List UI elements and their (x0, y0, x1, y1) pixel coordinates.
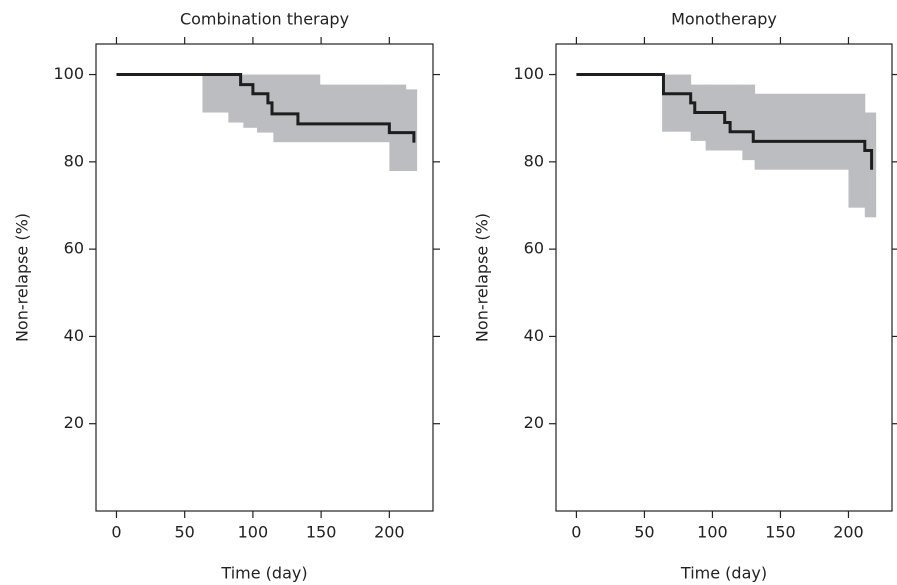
y-tick-label: 20 (64, 413, 84, 432)
confidence-band (202, 74, 229, 113)
confidence-band (243, 74, 258, 128)
x-tick-label: 200 (374, 523, 405, 542)
confidence-band (273, 74, 321, 143)
y-tick-label: 60 (524, 239, 544, 258)
plot-frame (95, 43, 434, 512)
y-tick-label: 100 (513, 64, 544, 83)
x-tick-label: 50 (634, 523, 654, 542)
y-tick-label: 40 (64, 326, 84, 345)
confidence-band (319, 84, 390, 143)
x-tick-label: 150 (765, 523, 796, 542)
confidence-band (848, 93, 866, 208)
y-axis-label: Non-relapse (%) (473, 213, 492, 342)
confidence-band (389, 84, 407, 172)
plot-frame (555, 43, 893, 512)
y-tick-label: 60 (64, 239, 84, 258)
x-tick-label: 200 (833, 523, 864, 542)
x-tick-label: 100 (238, 523, 269, 542)
survival-line (576, 73, 874, 170)
confidence-band (742, 84, 756, 161)
y-axis-label: Non-relapse (%) (13, 213, 32, 342)
confidence-band (662, 74, 692, 132)
chart-title: Monotherapy (671, 10, 777, 29)
x-tick-label: 0 (111, 523, 121, 542)
x-axis-label: Time (day) (680, 564, 767, 583)
y-tick-label: 80 (64, 151, 84, 170)
y-tick-label: 80 (524, 151, 544, 170)
x-tick-label: 50 (175, 523, 195, 542)
y-tick-label: 40 (524, 326, 544, 345)
survival-line (116, 73, 416, 143)
confidence-band (256, 74, 274, 133)
chart-title: Combination therapy (180, 10, 349, 29)
confidence-band (405, 89, 418, 172)
confidence-band (228, 74, 244, 123)
x-tick-label: 150 (306, 523, 337, 542)
x-tick-label: 100 (697, 523, 728, 542)
y-tick-label: 20 (524, 413, 544, 432)
x-tick-label: 0 (571, 523, 581, 542)
x-axis-label: Time (day) (220, 564, 307, 583)
confidence-band (754, 93, 849, 170)
y-tick-label: 100 (53, 64, 84, 83)
